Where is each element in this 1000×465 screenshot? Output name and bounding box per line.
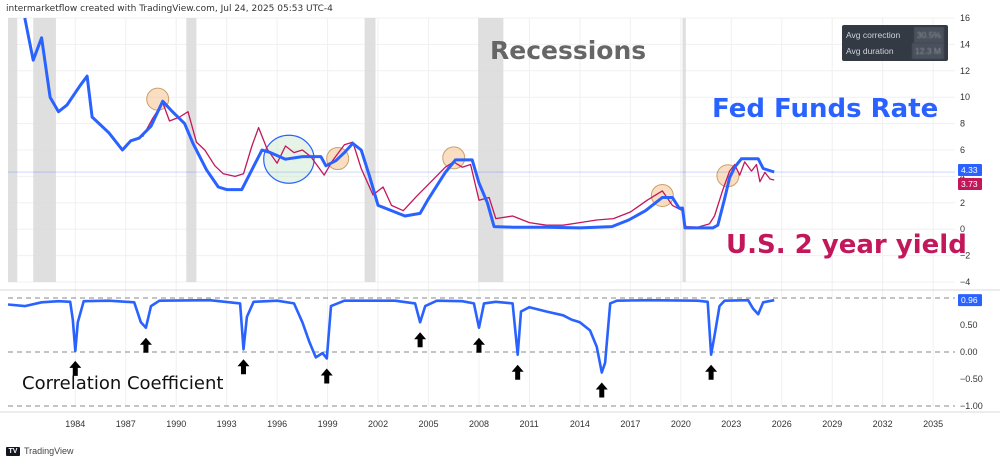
recession-band <box>186 18 197 282</box>
x-tick-label: 1993 <box>217 419 237 429</box>
up-arrow-icon <box>414 332 427 348</box>
recession-band <box>8 18 18 282</box>
last-value-label: 4.33 <box>961 165 978 175</box>
x-tick-label: 1984 <box>65 419 85 429</box>
y-tick-label: −2 <box>960 251 970 261</box>
x-tick-label: 2032 <box>873 419 893 429</box>
last-value-tag <box>958 294 982 307</box>
y-tick-label: 8 <box>960 119 965 129</box>
up-arrow-icon <box>139 337 152 353</box>
x-tick-label: 1990 <box>166 419 186 429</box>
highlight-circle <box>146 87 170 111</box>
x-tick-label: 2005 <box>419 419 439 429</box>
x-tick-label: 2017 <box>620 419 640 429</box>
x-tick-label: 2023 <box>721 419 741 429</box>
y-tick-label: 10 <box>960 92 970 102</box>
x-tick-label: 2008 <box>469 419 489 429</box>
x-tick-label: 2029 <box>822 419 842 429</box>
footer-brand-text: TradingView <box>24 446 74 456</box>
chart-attribution: intermarketflow created with TradingView… <box>6 4 333 14</box>
up-arrow-icon <box>705 364 718 380</box>
y-tick-label: 2 <box>960 198 965 208</box>
footer-brand[interactable]: TV TradingView <box>6 446 74 456</box>
up-arrow-icon <box>511 364 524 380</box>
stats-label-correction: Avg correction <box>846 30 901 40</box>
x-tick-label: 1999 <box>318 419 338 429</box>
up-arrow-icon <box>69 360 82 376</box>
up-arrow-icon <box>237 359 250 375</box>
x-tick-label: 1996 <box>267 419 287 429</box>
recession-band <box>478 18 504 282</box>
yield-annotation: U.S. 2 year yield <box>726 230 967 260</box>
last-value-tag <box>958 177 982 190</box>
x-tick-label: 2002 <box>368 419 388 429</box>
y-tick-label: 0.50 <box>960 320 978 330</box>
y-tick-label: 12 <box>960 66 970 76</box>
y-tick-label: 14 <box>960 39 970 49</box>
recession-band <box>364 18 376 282</box>
up-arrow-icon <box>595 382 608 398</box>
stats-label-duration: Avg duration <box>846 46 894 56</box>
x-tick-label: 2020 <box>671 419 691 429</box>
stats-box: Avg correction 30.5% Avg duration 12.3 M <box>842 25 948 61</box>
last-value-label: 3.73 <box>961 179 978 189</box>
y-tick-label: 16 <box>960 13 970 23</box>
last-value-tag <box>958 164 982 177</box>
x-tick-label: 2011 <box>519 419 538 429</box>
y-tick-label: −0.50 <box>960 374 983 384</box>
recessions-annotation: Recessions <box>490 36 647 65</box>
stats-row-duration: Avg duration 12.3 M <box>846 43 944 59</box>
y-tick-label: −4 <box>960 277 970 287</box>
up-arrow-icon <box>472 337 485 353</box>
stats-value-correction: 30.5% <box>913 27 944 43</box>
y-tick-label: 4 <box>960 171 965 181</box>
y-tick-label: 6 <box>960 145 965 155</box>
y-tick-label: 0.00 <box>960 347 978 357</box>
stats-row-correction: Avg correction 30.5% <box>846 27 944 43</box>
y-tick-label: −1.00 <box>960 401 983 411</box>
x-tick-label: 2014 <box>570 419 590 429</box>
recession-band <box>33 18 56 282</box>
tradingview-logo-icon: TV <box>6 446 20 456</box>
correlation-annotation: Correlation Coefficient <box>22 373 224 394</box>
y-tick-label: 0 <box>960 224 965 234</box>
x-tick-label: 2035 <box>923 419 943 429</box>
fed-funds-series-line <box>23 17 775 230</box>
last-value-label: 0.96 <box>961 295 978 305</box>
x-tick-label: 1987 <box>116 419 136 429</box>
fed-funds-annotation: Fed Funds Rate <box>712 94 939 124</box>
x-tick-label: 2026 <box>772 419 792 429</box>
up-arrow-icon <box>320 368 333 384</box>
recession-band <box>682 18 686 282</box>
correlation-series-line <box>7 298 775 374</box>
highlight-circle <box>442 146 466 170</box>
stats-value-duration: 12.3 M <box>912 43 944 59</box>
